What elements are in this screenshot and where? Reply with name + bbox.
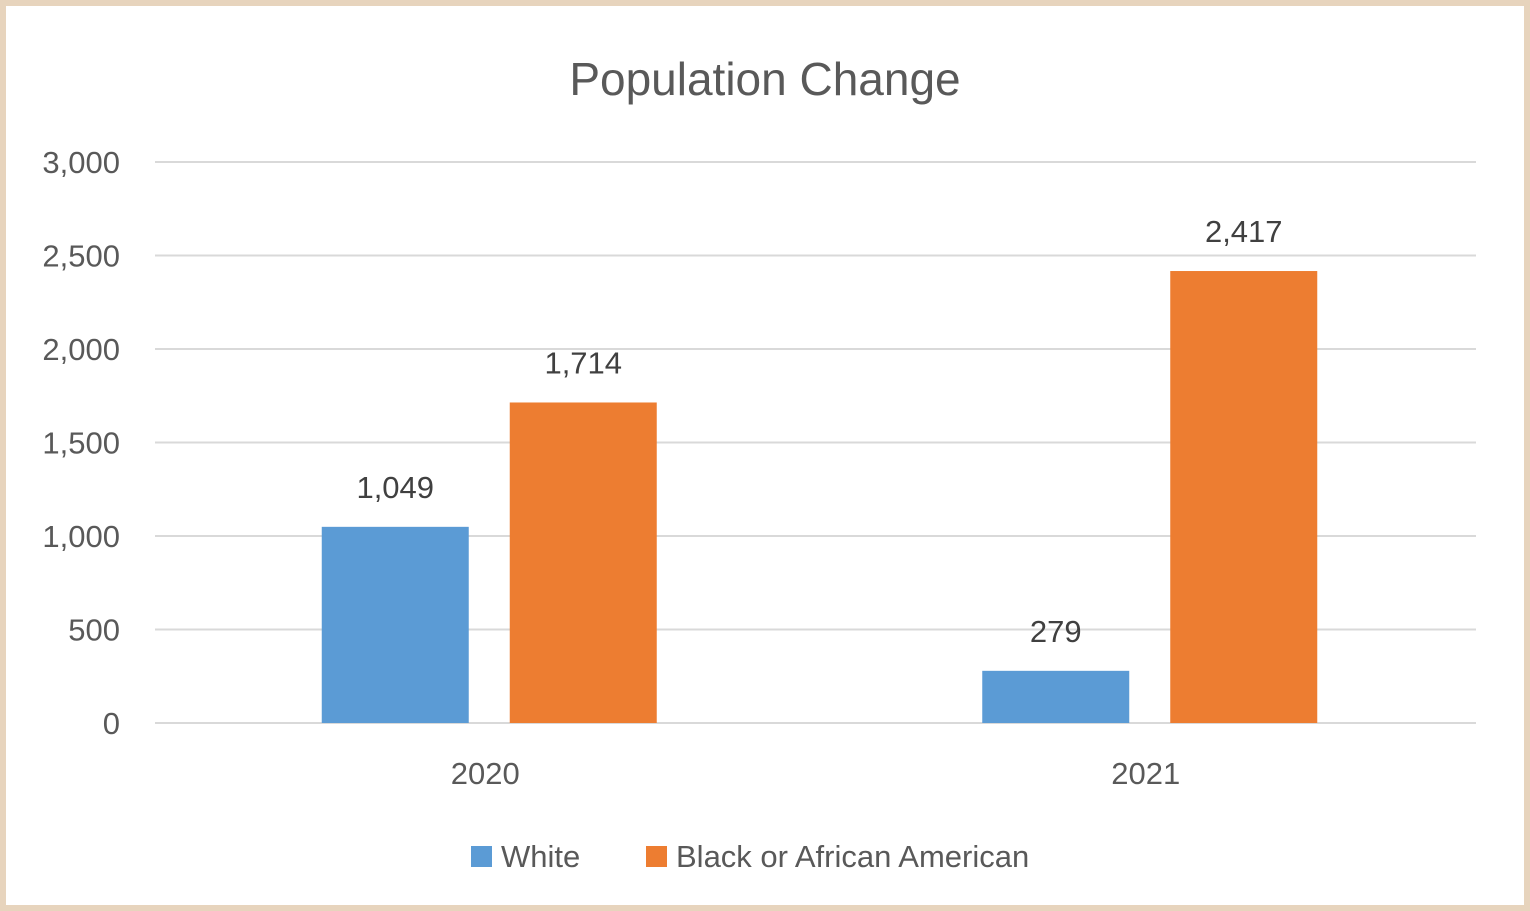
data-labels: 1,049 1,714 279 2,417 <box>356 214 1282 649</box>
y-tick-label: 2,500 <box>42 239 120 274</box>
y-tick-label: 1,500 <box>42 426 120 461</box>
bar <box>982 670 1130 723</box>
data-label: 2,417 <box>1205 214 1283 249</box>
y-axis-ticks: 0 500 1,000 1,500 2,000 2,500 3,000 <box>42 145 120 741</box>
x-tick-label: 2021 <box>1111 756 1180 791</box>
y-tick-label: 1,000 <box>42 519 120 554</box>
y-tick-label: 0 <box>103 706 120 741</box>
data-label: 279 <box>1030 614 1082 649</box>
chart-title: Population Change <box>569 53 960 105</box>
bars <box>321 271 1318 723</box>
y-tick-label: 2,000 <box>42 332 120 367</box>
data-label: 1,714 <box>544 345 622 380</box>
y-tick-label: 3,000 <box>42 145 120 180</box>
x-tick-label: 2020 <box>451 756 520 791</box>
y-tick-label: 500 <box>68 613 120 648</box>
bar <box>321 526 469 723</box>
bar <box>1170 271 1318 723</box>
legend-label: Black or African American <box>676 839 1029 874</box>
data-label: 1,049 <box>356 470 434 505</box>
legend-swatch <box>471 846 492 867</box>
legend-label: White <box>501 839 580 874</box>
bar <box>509 402 657 723</box>
x-axis-ticks: 2020 2021 <box>451 756 1180 791</box>
legend-swatch <box>646 846 667 867</box>
legend: White Black or African American <box>471 839 1029 874</box>
